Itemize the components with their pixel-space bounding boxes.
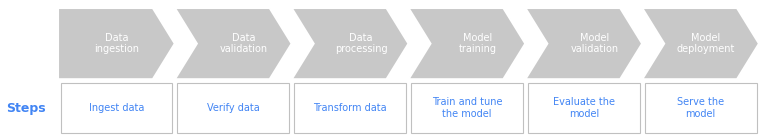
Bar <box>411 83 523 133</box>
Polygon shape <box>58 8 175 79</box>
Text: Data
validation: Data validation <box>221 33 269 54</box>
Text: Transform data: Transform data <box>314 103 387 113</box>
Text: Evaluate the
model: Evaluate the model <box>552 97 615 119</box>
Bar <box>295 83 406 133</box>
Polygon shape <box>291 8 408 79</box>
Polygon shape <box>175 8 291 79</box>
Text: Model
validation: Model validation <box>571 33 619 54</box>
Polygon shape <box>526 8 642 79</box>
Bar <box>177 83 289 133</box>
Text: Ingest data: Ingest data <box>89 103 144 113</box>
Text: Steps: Steps <box>6 102 46 115</box>
Bar <box>528 83 639 133</box>
Text: Model
training: Model training <box>459 33 497 54</box>
Text: Train and tune
the model: Train and tune the model <box>432 97 502 119</box>
Text: Data
ingestion: Data ingestion <box>94 33 139 54</box>
Text: Data
processing: Data processing <box>335 33 388 54</box>
Text: Serve the
model: Serve the model <box>677 97 724 119</box>
Text: Verify data: Verify data <box>207 103 259 113</box>
Polygon shape <box>408 8 526 79</box>
Text: Model
deployment: Model deployment <box>677 33 736 54</box>
Bar <box>60 83 172 133</box>
Bar <box>645 83 756 133</box>
Polygon shape <box>642 8 759 79</box>
